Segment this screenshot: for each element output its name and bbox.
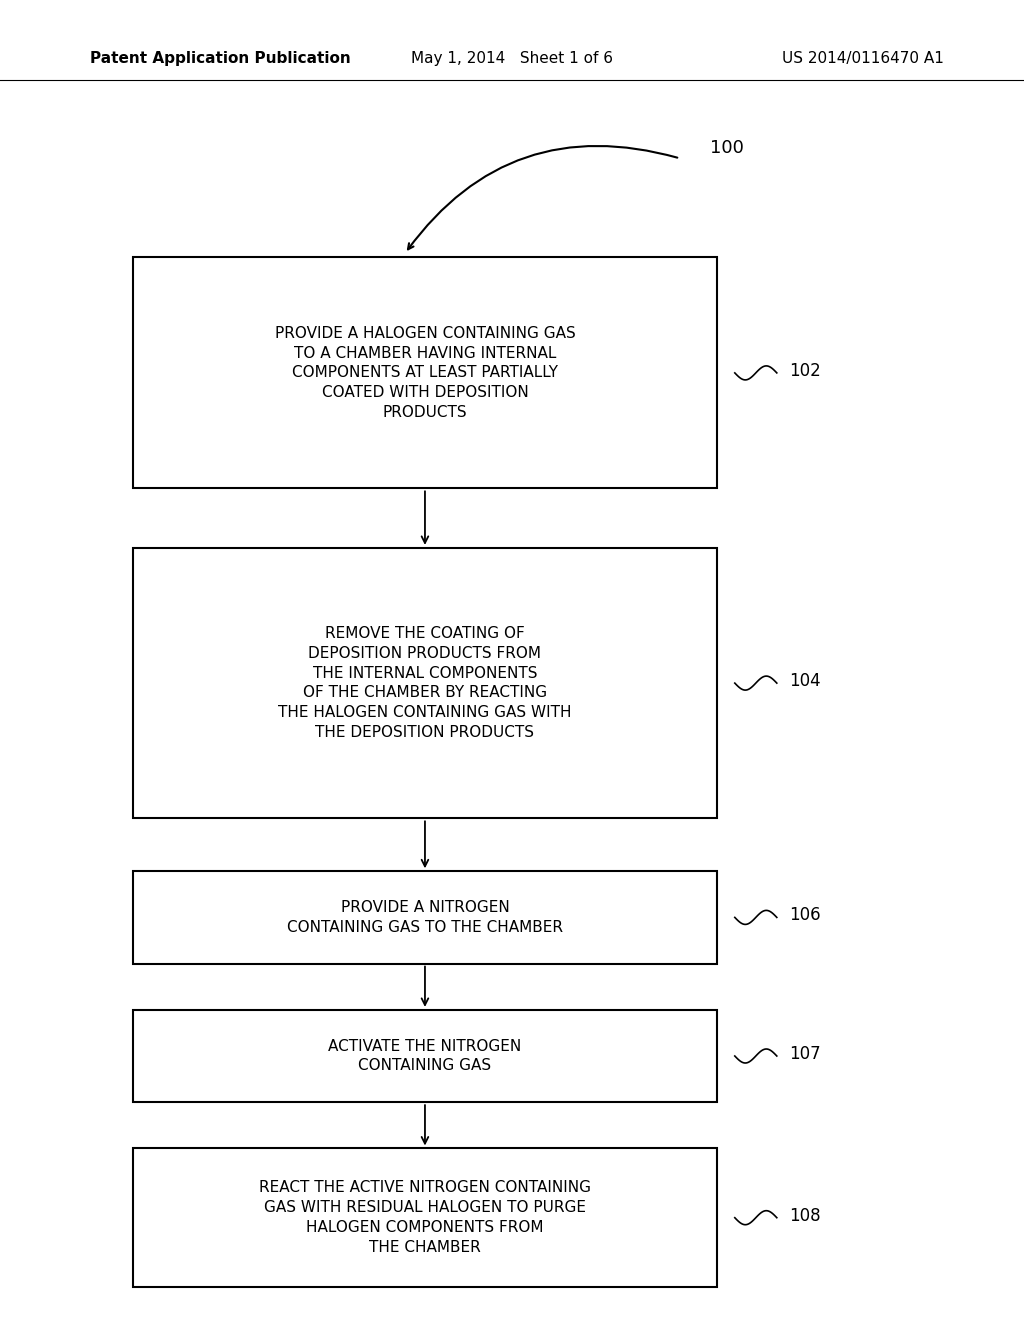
Text: ACTIVATE THE NITROGEN
CONTAINING GAS: ACTIVATE THE NITROGEN CONTAINING GAS xyxy=(329,1039,521,1073)
Text: REACT THE ACTIVE NITROGEN CONTAINING
GAS WITH RESIDUAL HALOGEN TO PURGE
HALOGEN : REACT THE ACTIVE NITROGEN CONTAINING GAS… xyxy=(259,1180,591,1255)
Text: PROVIDE A NITROGEN
CONTAINING GAS TO THE CHAMBER: PROVIDE A NITROGEN CONTAINING GAS TO THE… xyxy=(287,900,563,935)
Text: PROVIDE A HALOGEN CONTAINING GAS
TO A CHAMBER HAVING INTERNAL
COMPONENTS AT LEAS: PROVIDE A HALOGEN CONTAINING GAS TO A CH… xyxy=(274,326,575,420)
Text: 100: 100 xyxy=(710,139,743,157)
Text: 102: 102 xyxy=(788,362,820,380)
Text: 104: 104 xyxy=(788,672,820,690)
Bar xyxy=(133,871,717,964)
Bar xyxy=(133,1010,717,1102)
Text: REMOVE THE COATING OF
DEPOSITION PRODUCTS FROM
THE INTERNAL COMPONENTS
OF THE CH: REMOVE THE COATING OF DEPOSITION PRODUCT… xyxy=(279,626,571,741)
Text: US 2014/0116470 A1: US 2014/0116470 A1 xyxy=(782,50,944,66)
Text: 108: 108 xyxy=(788,1206,820,1225)
Text: May 1, 2014   Sheet 1 of 6: May 1, 2014 Sheet 1 of 6 xyxy=(411,50,613,66)
Text: Patent Application Publication: Patent Application Publication xyxy=(90,50,351,66)
Text: 107: 107 xyxy=(788,1045,820,1063)
Bar xyxy=(133,257,717,488)
Bar xyxy=(133,1148,717,1287)
Text: 106: 106 xyxy=(788,907,820,924)
Bar xyxy=(133,548,717,818)
